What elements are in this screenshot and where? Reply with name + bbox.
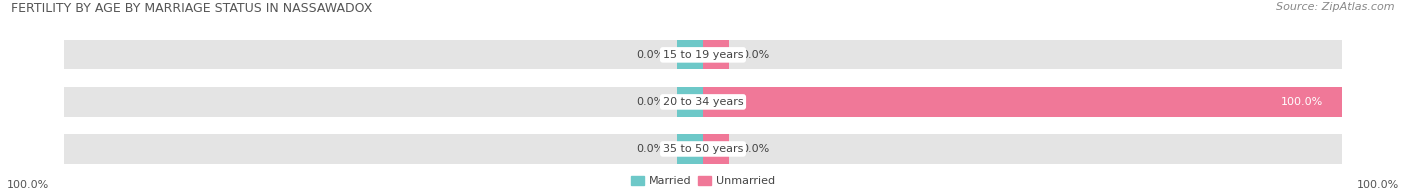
Bar — [63, 40, 703, 69]
Text: 100.0%: 100.0% — [1281, 97, 1323, 107]
Bar — [703, 134, 728, 163]
Text: Source: ZipAtlas.com: Source: ZipAtlas.com — [1277, 2, 1395, 12]
Bar — [703, 87, 1343, 116]
Text: 0.0%: 0.0% — [637, 50, 665, 60]
Bar — [703, 87, 728, 116]
Bar — [703, 40, 728, 69]
Bar — [678, 40, 703, 69]
Text: 0.0%: 0.0% — [637, 97, 665, 107]
Text: 35 to 50 years: 35 to 50 years — [662, 144, 744, 154]
Text: 20 to 34 years: 20 to 34 years — [662, 97, 744, 107]
Text: 100.0%: 100.0% — [1357, 180, 1399, 190]
Text: 100.0%: 100.0% — [7, 180, 49, 190]
Bar — [703, 87, 1343, 116]
Text: FERTILITY BY AGE BY MARRIAGE STATUS IN NASSAWADOX: FERTILITY BY AGE BY MARRIAGE STATUS IN N… — [11, 2, 373, 15]
Bar — [63, 87, 703, 116]
Bar — [678, 134, 703, 163]
Text: 0.0%: 0.0% — [741, 144, 769, 154]
Bar — [703, 134, 1343, 163]
Text: 15 to 19 years: 15 to 19 years — [662, 50, 744, 60]
Text: 0.0%: 0.0% — [741, 50, 769, 60]
Text: 0.0%: 0.0% — [637, 144, 665, 154]
Bar — [678, 87, 703, 116]
Bar — [63, 134, 703, 163]
Bar — [703, 40, 1343, 69]
Legend: Married, Unmarried: Married, Unmarried — [627, 171, 779, 191]
